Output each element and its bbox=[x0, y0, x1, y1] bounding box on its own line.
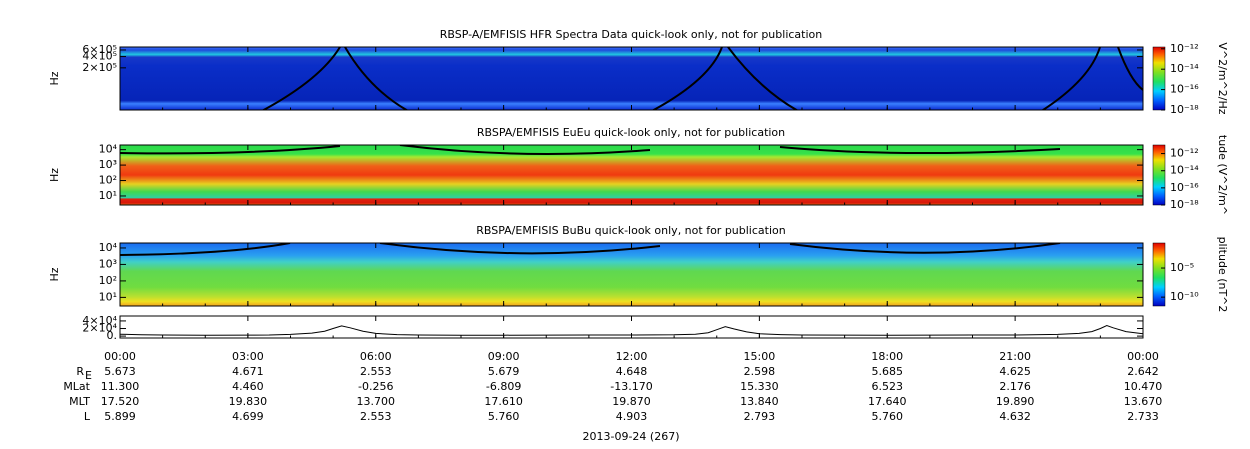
ephemeris-value: -6.809 bbox=[486, 380, 521, 393]
x-tick-label: 09:00 bbox=[488, 350, 520, 363]
ephemeris-value: 17.640 bbox=[868, 395, 907, 408]
ephemeris-value: 5.673 bbox=[104, 365, 136, 378]
colorbar bbox=[1152, 242, 1166, 307]
x-tick-label: 12:00 bbox=[616, 350, 648, 363]
y-axis-label: Hz bbox=[48, 168, 61, 182]
colorbar-tick-label: 10⁻¹⁶ bbox=[1170, 181, 1199, 194]
ephemeris-value: 5.760 bbox=[872, 410, 904, 423]
colorbar-tick-label: 10⁻⁵ bbox=[1170, 261, 1194, 274]
y-tick-label: 10⁴ bbox=[99, 241, 118, 254]
y-tick-label: 10¹ bbox=[99, 290, 117, 303]
ephemeris-value: 4.632 bbox=[999, 410, 1031, 423]
x-tick-label: 15:00 bbox=[744, 350, 776, 363]
colorbar-tick-label: 10⁻¹⁸ bbox=[1170, 103, 1199, 116]
panel-title: RBSPA/EMFISIS EuEu quick-look only, not … bbox=[477, 126, 785, 139]
ephemeris-value: 4.671 bbox=[232, 365, 264, 378]
colorbar-tick-label: 10⁻¹⁸ bbox=[1170, 198, 1199, 211]
row-label: L bbox=[84, 410, 91, 423]
ephemeris-value: 5.760 bbox=[488, 410, 520, 423]
ephemeris-value: 5.899 bbox=[104, 410, 136, 423]
colorbar-label: V^2/m^2/Hz bbox=[1216, 42, 1229, 114]
colorbar-tick-label: 10⁻¹⁴ bbox=[1170, 164, 1199, 177]
panel-title: RBSP-A/EMFISIS HFR Spectra Data quick-lo… bbox=[440, 28, 823, 41]
colorbar-label: plitude (nT^2 bbox=[1216, 237, 1229, 313]
x-tick-label: 03:00 bbox=[232, 350, 264, 363]
ephemeris-value: 2.598 bbox=[744, 365, 776, 378]
ephemeris-value: 2.733 bbox=[1127, 410, 1159, 423]
ephemeris-value: 19.890 bbox=[996, 395, 1035, 408]
ephemeris-value: 10.470 bbox=[1124, 380, 1163, 393]
row-label-sub: E bbox=[85, 369, 92, 382]
colorbar-tick-label: 10⁻¹⁶ bbox=[1170, 83, 1199, 96]
ephemeris-value: 2.176 bbox=[999, 380, 1031, 393]
line-series bbox=[119, 324, 1144, 336]
y-axis-label: Hz bbox=[48, 71, 61, 85]
y-tick-label: 4×10⁵ bbox=[82, 50, 117, 63]
y-axis-label: Hz bbox=[48, 267, 61, 281]
ephemeris-value: -0.256 bbox=[358, 380, 393, 393]
colorbar-label: tude (V^2/m^ bbox=[1216, 135, 1229, 215]
x-tick-label: 00:00 bbox=[1127, 350, 1159, 363]
ephemeris-value: 2.642 bbox=[1127, 365, 1159, 378]
x-tick-label: 00:00 bbox=[104, 350, 136, 363]
y-tick-label: 0. bbox=[107, 329, 118, 342]
colorbar-tick-label: 10⁻¹⁰ bbox=[1170, 290, 1199, 303]
colorbar bbox=[1152, 144, 1166, 206]
ephemeris-value: -13.170 bbox=[610, 380, 652, 393]
ephemeris-value: 11.300 bbox=[101, 380, 140, 393]
colorbar bbox=[1152, 46, 1166, 111]
x-tick-label: 18:00 bbox=[871, 350, 903, 363]
ephemeris-value: 6.523 bbox=[872, 380, 904, 393]
row-label: R bbox=[76, 365, 84, 378]
row-label: MLT bbox=[69, 395, 90, 408]
ephemeris-value: 4.699 bbox=[232, 410, 264, 423]
ephemeris-value: 4.460 bbox=[232, 380, 264, 393]
ephemeris-value: 2.793 bbox=[744, 410, 776, 423]
y-tick-label: 10³ bbox=[99, 257, 117, 270]
ephemeris-value: 2.553 bbox=[360, 365, 392, 378]
row-label: MLat bbox=[63, 380, 90, 393]
y-tick-label: 6×10⁵ bbox=[82, 43, 117, 56]
ephemeris-value: 5.685 bbox=[872, 365, 904, 378]
y-tick-label: 10² bbox=[99, 174, 117, 187]
spectrogram-image bbox=[120, 47, 1143, 306]
panel-title: RBSPA/EMFISIS BuBu quick-look only, not … bbox=[476, 224, 786, 237]
ephemeris-value: 19.830 bbox=[229, 395, 268, 408]
x-tick-label: 21:00 bbox=[999, 350, 1031, 363]
colorbar-tick-label: 10⁻¹² bbox=[1170, 147, 1199, 160]
ephemeris-value: 4.903 bbox=[616, 410, 648, 423]
date-label: 2013-09-24 (267) bbox=[582, 430, 679, 443]
y-tick-label: 2×10⁵ bbox=[82, 61, 117, 74]
x-tick-label: 06:00 bbox=[360, 350, 392, 363]
ephemeris-value: 13.700 bbox=[357, 395, 396, 408]
y-tick-label: 10⁴ bbox=[99, 143, 118, 156]
ephemeris-value: 13.670 bbox=[1124, 395, 1163, 408]
ephemeris-value: 17.520 bbox=[101, 395, 140, 408]
colorbar-tick-label: 10⁻¹² bbox=[1170, 42, 1199, 55]
ephemeris-value: 4.625 bbox=[999, 365, 1031, 378]
y-tick-label: 4×10⁴ bbox=[82, 314, 117, 327]
ephemeris-value: 5.679 bbox=[488, 365, 520, 378]
ephemeris-value: 4.648 bbox=[616, 365, 648, 378]
colorbar-tick-label: 10⁻¹⁴ bbox=[1170, 62, 1199, 75]
ephemeris-value: 15.330 bbox=[740, 380, 779, 393]
ephemeris-value: 2.553 bbox=[360, 410, 392, 423]
ephemeris-value: 17.610 bbox=[484, 395, 523, 408]
y-tick-label: 10¹ bbox=[99, 189, 117, 202]
ephemeris-value: 13.840 bbox=[740, 395, 779, 408]
ephemeris-value: 19.870 bbox=[612, 395, 651, 408]
y-tick-label: 10³ bbox=[99, 158, 117, 171]
y-tick-label: 2×10⁴ bbox=[82, 322, 117, 335]
y-tick-label: 10² bbox=[99, 274, 117, 287]
